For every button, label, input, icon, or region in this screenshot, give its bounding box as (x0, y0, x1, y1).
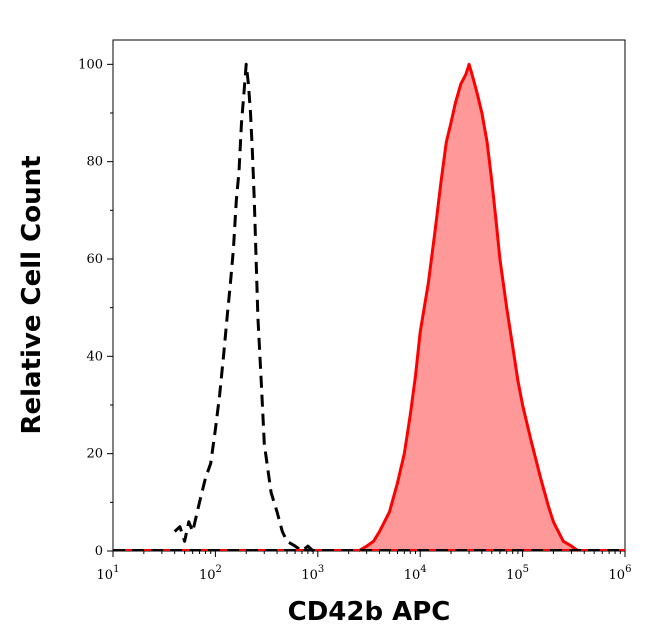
series-1-fill (358, 64, 579, 552)
x-tick-label: 103 (301, 564, 324, 583)
series-1-line (357, 62, 580, 553)
x-tick-label: 101 (97, 564, 120, 583)
series-0-line (173, 62, 315, 553)
y-tick-label: 20 (86, 447, 103, 462)
y-tick-label: 0 (95, 544, 103, 559)
x-tick-label: 104 (404, 564, 427, 583)
y-tick-label: 40 (86, 349, 103, 364)
x-tick-label: 106 (609, 564, 632, 583)
y-axis: 0 20 40 60 80 100 (78, 57, 113, 559)
y-tick-label: 60 (86, 252, 103, 267)
x-tick-label: 102 (199, 564, 222, 583)
x-tick-label: 105 (506, 564, 529, 583)
x-axis: 101 102 103 104 105 106 (97, 551, 632, 583)
x-axis-title: CD42b APC (288, 597, 451, 627)
y-tick-label: 100 (78, 57, 103, 72)
y-tick-label: 80 (86, 155, 103, 170)
plot-frame (112, 39, 626, 552)
series-layer (113, 62, 625, 553)
y-axis-title: Relative Cell Count (17, 155, 47, 434)
